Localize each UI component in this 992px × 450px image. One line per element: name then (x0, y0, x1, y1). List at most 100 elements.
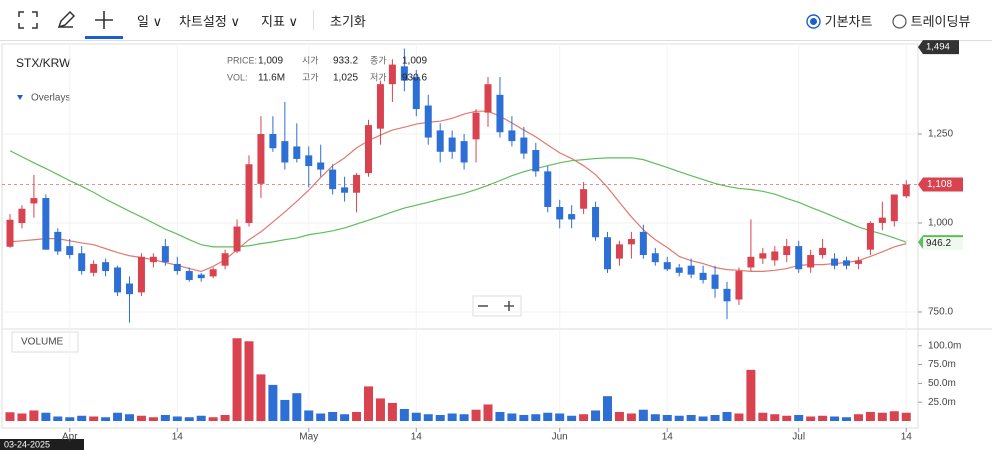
fullscreen-icon[interactable] (18, 11, 38, 29)
volume-bar (208, 417, 218, 421)
settings-menu[interactable]: 차트설정 ∨ (179, 14, 240, 29)
candle-body (544, 171, 552, 207)
tooltip-label: 저가 (370, 72, 387, 82)
draw-icon[interactable] (56, 10, 76, 30)
x-tick-label: 14 (411, 432, 423, 443)
volume-bar (579, 414, 589, 421)
candle-body (209, 269, 217, 277)
volume-bar (41, 412, 51, 421)
candle-body (819, 247, 827, 256)
candle-body (520, 137, 528, 154)
candle-body (854, 260, 862, 264)
indicator-menu[interactable]: 지표 ∨ (261, 14, 299, 29)
ma-end-label: 946.2 (926, 238, 951, 249)
view-radio[interactable]: 기본차트 (806, 11, 872, 30)
menu-label: 지표 (261, 14, 285, 29)
volume-bar (411, 412, 421, 421)
volume-bar (160, 414, 170, 421)
tooltip-label: 고가 (302, 72, 319, 82)
candle-body (604, 237, 611, 270)
candle-body (496, 94, 504, 133)
volume-bar (901, 412, 911, 421)
candle-body (412, 77, 420, 110)
volume-bar (842, 417, 851, 421)
x-tick-label: Jul (792, 432, 805, 443)
overlays-arrow (17, 95, 23, 100)
volume-bar (519, 414, 529, 421)
candle-body (376, 84, 384, 129)
reset-button[interactable]: 초기화 (330, 14, 366, 29)
moving-average (9, 110, 907, 273)
ma-end-bg (923, 237, 963, 250)
volume-bar (423, 414, 433, 421)
candle-body (484, 84, 492, 113)
volume-bar (316, 413, 326, 421)
crosshair-icon[interactable] (93, 9, 115, 31)
tooltip-value: 1,009 (258, 56, 283, 67)
candle-body (831, 258, 839, 266)
volume-bar (830, 416, 840, 421)
grid (2, 44, 918, 428)
candle-body (353, 174, 361, 193)
view-radio[interactable]: 트레이딩뷰 (892, 11, 970, 30)
candle-body (257, 133, 265, 184)
volume-bar (531, 414, 541, 421)
candle-body (365, 125, 372, 174)
volume-bar (125, 414, 134, 421)
candle-body (424, 105, 432, 138)
y-tick-label: 750.0 (928, 307, 953, 318)
volume-bar (387, 402, 397, 421)
volume-bar (865, 411, 875, 421)
volume-bar (340, 414, 350, 421)
volume-bar (734, 413, 744, 421)
y-tick-label: 1,000 (928, 218, 953, 229)
candle-body (114, 267, 122, 293)
candle-body (843, 260, 850, 266)
candle-body (699, 272, 707, 280)
volume-bar (364, 386, 373, 421)
volume-bar (232, 338, 242, 421)
volume-tick-label: 25.0m (928, 397, 956, 408)
candle-body (78, 253, 86, 272)
x-tick-label: Apr (62, 432, 78, 443)
volume-tick-label: 100.0m (928, 340, 961, 351)
crosshair-date: 03-24-2025 (4, 439, 50, 449)
volume-bar (770, 414, 780, 421)
volume-bar (889, 411, 899, 421)
candle-body (149, 256, 157, 263)
candle-body (66, 246, 74, 256)
period-menu[interactable]: 일 ∨ (137, 14, 163, 29)
candle-body (627, 239, 635, 245)
candle-body (890, 194, 898, 222)
zoom-in[interactable] (504, 301, 514, 311)
plot-frame (1, 43, 919, 429)
high-marker-label: 1,494 (926, 42, 950, 53)
x-tick-label: 14 (662, 432, 674, 443)
candle-body (747, 256, 755, 268)
tooltip-value: 930.6 (402, 73, 427, 84)
y-tick-label: 1,250 (928, 129, 953, 140)
volume-bar (5, 412, 15, 421)
view-label: 기본차트 (824, 14, 873, 29)
candle-body (759, 253, 767, 259)
volume-bar (507, 413, 517, 421)
volume-bar (304, 410, 314, 421)
candle-body (556, 206, 564, 220)
candle-body (460, 141, 468, 163)
volume-bar (638, 409, 648, 421)
tooltip-label: 시가 (302, 55, 319, 65)
candle-body (90, 263, 98, 273)
candle-body (329, 169, 337, 190)
volume-bar (650, 414, 660, 421)
candle-body (54, 231, 62, 252)
volume-tick-label: 75.0m (928, 359, 956, 370)
overlays-toggle[interactable]: Overlays (31, 93, 70, 104)
moving-average (9, 150, 907, 248)
last-price-marker (918, 177, 963, 192)
volume-bar (794, 414, 804, 421)
volume-bar (818, 415, 828, 421)
volume-bar (172, 416, 182, 421)
candle-body (651, 253, 659, 263)
tooltip-value: 1,009 (402, 56, 427, 67)
volume-bar (256, 374, 266, 421)
